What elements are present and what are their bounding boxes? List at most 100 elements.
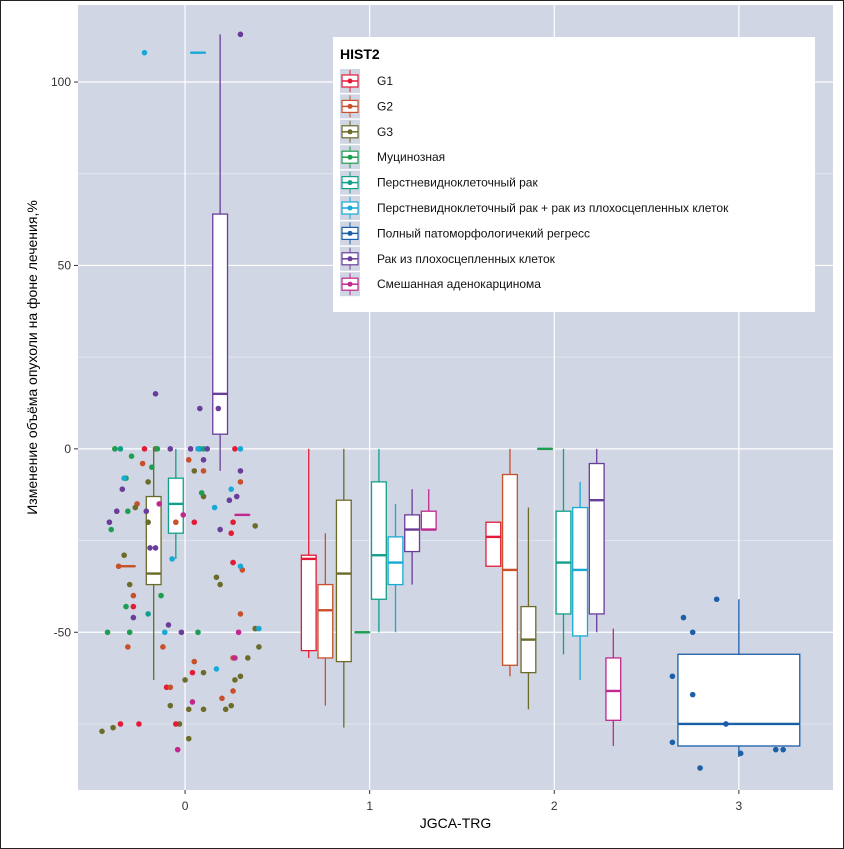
data-point xyxy=(152,545,159,551)
data-point xyxy=(154,446,161,452)
box-body xyxy=(335,499,352,663)
data-point xyxy=(200,669,207,676)
data-point xyxy=(99,728,105,735)
data-point xyxy=(121,552,127,559)
legend-item: Полный патоморфологичекий регресс xyxy=(340,221,590,246)
legend-background xyxy=(333,37,815,312)
data-point xyxy=(195,446,201,452)
data-point xyxy=(230,519,236,526)
data-point xyxy=(237,446,244,452)
box-body xyxy=(370,481,387,600)
data-point xyxy=(230,559,236,566)
legend-key-point xyxy=(347,129,353,135)
data-point xyxy=(117,721,124,727)
box xyxy=(605,628,622,746)
data-point xyxy=(237,611,244,617)
legend-item: Смешанная аденокарцинома xyxy=(340,272,541,297)
legend-item: G3 xyxy=(340,119,393,144)
box-body xyxy=(605,657,622,721)
data-point xyxy=(252,523,259,529)
data-point xyxy=(189,699,196,705)
data-point xyxy=(130,603,137,610)
chart-marks xyxy=(99,31,801,771)
data-point xyxy=(110,724,116,731)
legend-label: Перстневидноклеточный рак xyxy=(377,176,538,190)
x-tick-label: 1 xyxy=(366,799,373,813)
legend-key-point xyxy=(347,281,353,287)
data-point xyxy=(217,581,223,588)
data-point xyxy=(213,666,220,672)
data-point xyxy=(113,508,120,515)
data-point xyxy=(167,684,174,691)
legend-label: G1 xyxy=(377,74,393,88)
data-point xyxy=(232,446,238,452)
data-point xyxy=(689,691,696,698)
data-point xyxy=(689,629,696,636)
data-point xyxy=(197,405,203,412)
box xyxy=(520,507,537,710)
data-point xyxy=(141,49,148,56)
legend-item: Муцинозная xyxy=(340,145,445,170)
x-tick-label: 2 xyxy=(551,799,558,813)
box-body xyxy=(145,495,162,586)
data-point xyxy=(167,446,174,452)
legend-key-point xyxy=(347,154,353,160)
data-point xyxy=(147,545,153,551)
box xyxy=(572,481,589,680)
y-tick-label: 100 xyxy=(51,75,71,89)
legend-item: G2 xyxy=(340,94,393,119)
x-axis-title: JGCA-TRG xyxy=(420,815,492,831)
box-body xyxy=(420,510,437,531)
data-point xyxy=(226,497,233,504)
axes: -50 0 50 100 0 1 2 3 xyxy=(51,75,743,813)
data-point xyxy=(219,695,225,702)
data-point xyxy=(169,556,175,562)
data-point xyxy=(185,735,192,742)
data-point xyxy=(228,530,235,537)
data-point xyxy=(191,468,198,474)
box-body xyxy=(404,514,421,553)
box xyxy=(588,448,605,633)
data-point xyxy=(213,574,220,581)
data-point xyxy=(232,677,238,683)
legend-key-point xyxy=(347,230,353,236)
data-point xyxy=(233,493,240,500)
box xyxy=(335,448,352,728)
data-point xyxy=(145,611,151,617)
data-point xyxy=(115,563,122,570)
y-tick-label: 50 xyxy=(58,258,72,272)
data-point xyxy=(237,31,244,38)
box xyxy=(387,503,404,633)
data-point xyxy=(106,519,113,526)
box xyxy=(317,533,334,706)
data-point xyxy=(132,504,139,511)
legend-label: Рак из плохосцепленных клеток xyxy=(377,252,556,266)
data-point xyxy=(173,519,179,526)
legend-key-point xyxy=(347,103,353,109)
box xyxy=(370,448,387,633)
data-point xyxy=(152,391,159,397)
data-point xyxy=(130,614,137,621)
data-point xyxy=(200,457,207,463)
legend-item: G1 xyxy=(340,69,393,93)
data-point xyxy=(713,596,720,603)
data-point xyxy=(669,739,676,746)
data-point xyxy=(217,526,223,533)
data-point xyxy=(697,765,703,771)
data-point xyxy=(211,504,218,511)
box-body xyxy=(485,521,502,567)
data-point xyxy=(256,644,262,650)
data-point xyxy=(130,592,137,599)
legend: HIST2 G1 G2 G3 Муцинозная Перстневидноклеточн… xyxy=(333,37,815,312)
box xyxy=(404,489,421,585)
box xyxy=(212,34,229,471)
data-point xyxy=(123,603,129,610)
data-point xyxy=(195,629,201,636)
data-point xyxy=(191,658,198,665)
data-point xyxy=(139,460,146,467)
legend-item: Перстневидноклеточный рак xyxy=(340,170,538,195)
x-tick-label: 3 xyxy=(736,799,743,813)
legend-item: Перстневидноклеточный рак + рак из плохо… xyxy=(340,196,729,220)
data-point xyxy=(198,490,205,496)
